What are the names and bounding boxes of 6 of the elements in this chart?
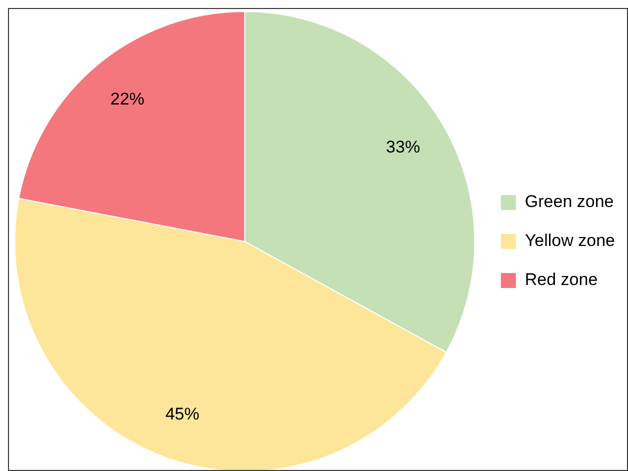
legend-label: Yellow zone	[524, 231, 616, 250]
data-label: 45%	[165, 404, 200, 424]
data-label: 22%	[110, 89, 144, 108]
legend-label: Green zone	[524, 192, 614, 212]
data-label: 33%	[386, 138, 420, 157]
legend-label: Red zone	[524, 270, 598, 290]
